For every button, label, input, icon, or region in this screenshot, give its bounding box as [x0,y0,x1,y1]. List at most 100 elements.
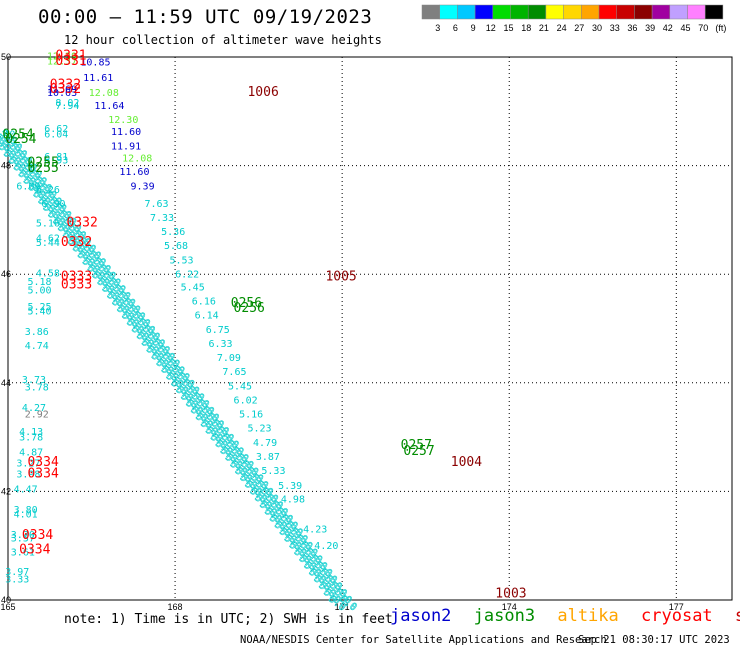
swh-label-cryosat: 6.02 [234,395,258,406]
y-tick-label: 44 [1,378,11,388]
swh-label-cryosat: 5.00 [27,286,51,297]
color-scale-label: 42 [663,23,673,33]
swh-label-jason2: 11.60 [111,127,141,138]
pass-time-label: 0257 [401,438,432,453]
swh-label-cryosat: 6.93 [44,155,68,166]
pass-time-label: 0256 [234,301,265,316]
swh-label-cryosat: 6.09 [16,181,40,192]
swh-label-cryosat: 4.01 [14,509,38,520]
swh-label-cryosat: 5.45 [181,282,205,293]
swh-label-cryosat: 5.36 [161,227,185,238]
swh-label-altika: 12.37 [47,57,77,68]
swh-label-cryosat: 6.14 [195,311,219,322]
swh-label-cryosat: 3.78 [19,432,43,443]
x-tick-label: 171 [335,602,350,612]
generated-timestamp: Sep 21 08:30:17 UTC 2023 [578,634,730,646]
pass-time-label: 0334 [27,455,58,470]
credit-line: NOAA/NESDIS Center for Satellite Applica… [240,634,607,646]
swh-label-jason2: 11.64 [94,101,124,112]
swh-label-cryosat: 7.63 [144,199,168,210]
swh-label-jason2: 10.85 [80,58,110,69]
swh-label-cryosat: 6.40 [0,129,15,140]
swh-label-cryosat: 4.27 [22,403,46,414]
color-scale-label: 15 [503,23,513,33]
color-scale-label: 12 [486,23,496,33]
footnote: note: 1) Time is in UTC; 2) SWH is in fe… [64,612,393,627]
pass-time-label: 0332 [66,215,97,230]
pass-time-label: 1004 [451,455,482,470]
pass-time-label: 0332 [50,77,81,92]
color-scale-label: 27 [574,23,584,33]
swh-label-cryosat: 5.45 [228,381,252,392]
x-tick-label: 165 [0,602,15,612]
swh-label-cryosat: 3.98 [16,469,40,480]
color-scale-label: 70 [698,23,708,33]
swh-label-jason2: 9.39 [131,181,155,192]
pass-time-label: 0332 [61,235,92,250]
swh-label-cryosat: 6.81 [44,152,68,163]
swh-label-cryosat: 3.57 [11,533,35,544]
color-scale-label: 3 [435,23,440,33]
color-scale-label: 18 [521,23,531,33]
pass-time-label: 0334 [27,466,58,481]
pass-time-label: 0333 [61,270,92,285]
swh-label-cryosat: 5.68 [164,241,188,252]
color-scale-label: 9 [471,23,476,33]
swh-label-cryosat: 3.33 [5,575,29,586]
x-tick-label: 168 [168,602,183,612]
swh-label-cryosat: 3.87 [256,452,280,463]
swh-label-cryosat: 6.04 [44,129,68,140]
pass-time-label: 1003 [495,586,526,601]
plot-frame [7,56,733,601]
pass-time-label: 0254 [5,132,36,147]
swh-label-cryosat: 3.97 [5,567,29,578]
swh-label-altika: 12.08 [89,88,119,99]
swh-label-cryosat: 6.62 [44,124,68,135]
color-scale-label: 6 [453,23,458,33]
chart-title: 00:00 – 11:59 UTC 09/19/2023 [38,6,373,28]
swh-label-cryosat: 4.79 [253,438,277,449]
swh-label-cryosat: 5.16 [36,218,60,229]
color-scale-label: (ft) [715,23,726,33]
swh-label-cryosat: 6.22 [175,269,199,280]
legend-item-jason2: jason2 [390,606,452,626]
y-tick-label: 50 [1,52,11,62]
swh-label-cryosat: 4.23 [303,525,327,536]
pass-time-label: 0334 [22,528,53,543]
swh-label-cryosat: 3.80 [14,505,38,516]
swh-label-cryosat: 7.65 [222,367,246,378]
color-scale-label: 39 [645,23,655,33]
color-scale-label: 21 [539,23,549,33]
legend-item-altika: altika [557,606,619,626]
x-tick-label: 174 [502,602,517,612]
pass-time-label: 1005 [325,270,356,285]
pass-time-label: 0332 [50,82,81,97]
legend-item-jason3: jason3 [473,606,536,626]
swh-label-cryosat: 6.90 [41,199,65,210]
swh-label-cryosat: 6.33 [208,339,232,350]
pass-time-label: 0333 [61,277,92,292]
swh-label-jason2: 11.91 [111,141,141,152]
swh-label-cryosat: 5.25 [27,302,51,313]
swh-label-cryosat: 4.47 [14,484,38,495]
swh-label-cryosat: 4.13 [19,427,43,438]
swh-label-jason2: 11.61 [83,73,113,84]
swh-label-cryosat: 4.62 [36,234,60,245]
x-tick-label: 177 [669,602,684,612]
swh-label-cryosat: 3.73 [22,375,46,386]
pass-time-label: 0256 [231,296,262,311]
y-tick-label: 42 [1,486,11,496]
satellite-legend: jason2 jason3 altika cryosat s3a [390,606,740,626]
swh-label-cryosat: 6.26 [36,185,60,196]
y-tick-label: 48 [1,161,11,171]
swh-label-altika: 12.08 [122,153,152,164]
swh-label-cryosat: 3.86 [25,327,49,338]
swh-label-cryosat: 4.74 [25,341,49,352]
color-scale-label: 36 [627,23,637,33]
chart-subtitle: 12 hour collection of altimeter wave hei… [64,33,382,47]
swh-label-cryosat: 7.33 [150,213,174,224]
pass-time-label: 0334 [19,542,50,557]
color-scale-label: 45 [680,23,690,33]
pass-time-label: 0255 [27,156,58,171]
